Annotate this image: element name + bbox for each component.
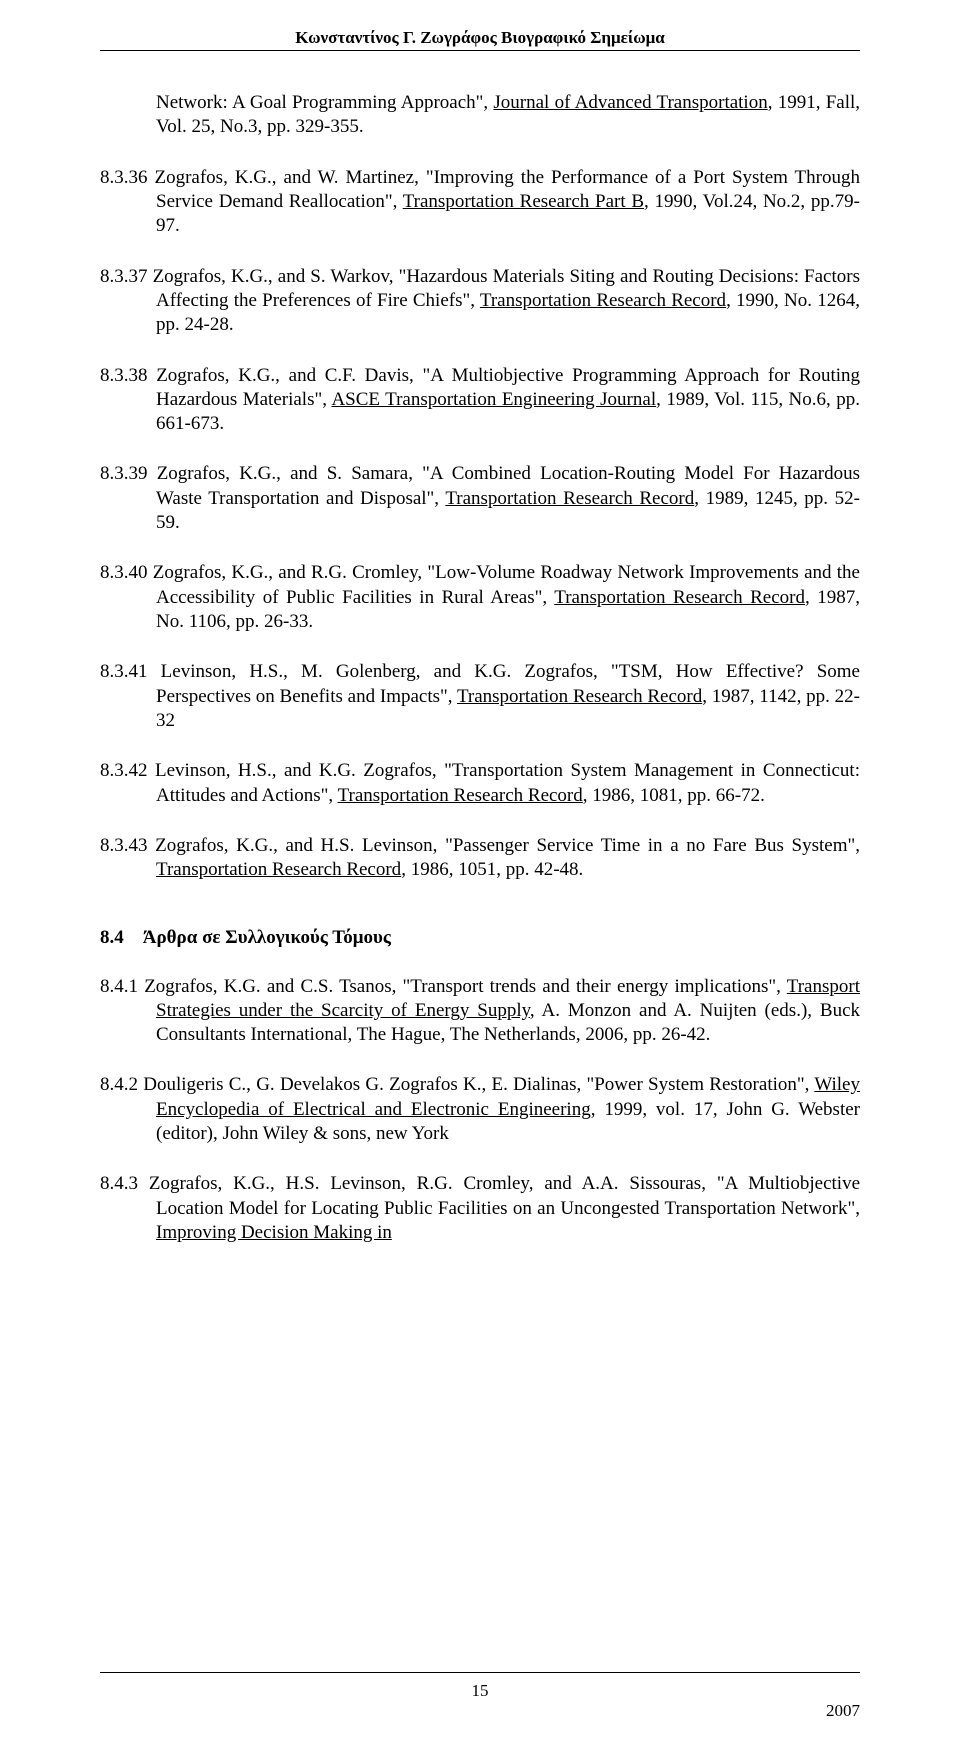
entry-text: Zografos, K.G., H.S. Levinson, R.G. Crom…	[138, 1173, 860, 1218]
section-num: 8.4	[100, 927, 124, 948]
entry-num: 8.4.3	[100, 1173, 138, 1194]
entry-journal: Transportation Research Record	[338, 785, 583, 806]
entry-journal: Transportation Research Record	[480, 290, 726, 311]
bib-entry: 8.4.2 Douligeris C., G. Develakos G. Zog…	[100, 1073, 860, 1146]
entry-journal: Transportation Research Record	[445, 488, 694, 509]
section-title: Άρθρα σε Συλλογικούς Τόμους	[143, 927, 391, 948]
entry-num: 8.4.2	[100, 1074, 138, 1095]
entry-journal: ASCE Transportation Engineering Journal	[331, 389, 656, 410]
entry-num: 8.4.1	[100, 976, 138, 997]
entry-text: , 1986, 1051, pp. 42-48.	[401, 859, 583, 880]
entry-num: 8.3.42	[100, 760, 148, 781]
bib-entry: 8.4.3 Zografos, K.G., H.S. Levinson, R.G…	[100, 1172, 860, 1245]
page-header: Κωνσταντίνος Γ. Ζωγράφος Βιογραφικό Σημε…	[100, 28, 860, 51]
entry-journal: Journal of Advanced Transportation	[493, 92, 767, 113]
entry-journal: Transportation Research Record	[457, 686, 702, 707]
footer-year: 2007	[826, 1701, 860, 1721]
entry-journal: Transportation Research Record	[156, 859, 401, 880]
entry-num: 8.3.40	[100, 562, 148, 583]
entry-journal: Improving Decision Making in	[156, 1222, 392, 1243]
entry-text: Network: A Goal Programming Approach",	[156, 92, 493, 113]
entry-journal: Transportation Research Record	[554, 587, 805, 608]
entry-text: Douligeris C., G. Develakos G. Zografos …	[138, 1074, 814, 1095]
entry-text: Zografos, K.G., and H.S. Levinson, "Pass…	[148, 835, 861, 856]
bib-entry: 8.3.38 Zografos, K.G., and C.F. Davis, "…	[100, 364, 860, 437]
bib-entry: 8.4.1 Zografos, K.G. and C.S. Tsanos, "T…	[100, 975, 860, 1048]
bib-entry: 8.3.37 Zografos, K.G., and S. Warkov, "H…	[100, 265, 860, 338]
bib-entry: 8.3.36 Zografos, K.G., and W. Martinez, …	[100, 166, 860, 239]
entry-text: Zografos, K.G. and C.S. Tsanos, "Transpo…	[138, 976, 787, 997]
bib-entry: 8.3.42 Levinson, H.S., and K.G. Zografos…	[100, 759, 860, 808]
entry-num: 8.3.39	[100, 463, 148, 484]
entry-num: 8.3.38	[100, 365, 148, 386]
section-heading: 8.4 Άρθρα σε Συλλογικούς Τόμους	[100, 927, 860, 949]
entry-text: , 1986, 1081, pp. 66-72.	[583, 785, 765, 806]
page-footer: 15 2007	[100, 1672, 860, 1721]
bib-entry: 8.3.41 Levinson, H.S., M. Golenberg, and…	[100, 660, 860, 733]
entry-journal: Transportation Research Part B	[403, 191, 644, 212]
entry-num: 8.3.36	[100, 167, 148, 188]
entry-num: 8.3.41	[100, 661, 148, 682]
document-page: Κωνσταντίνος Γ. Ζωγράφος Βιογραφικό Σημε…	[0, 0, 960, 1745]
bib-entry: 8.3.40 Zografos, K.G., and R.G. Cromley,…	[100, 561, 860, 634]
bib-entry: 8.3.39 Zografos, K.G., and S. Samara, "A…	[100, 462, 860, 535]
entry-num: 8.3.43	[100, 835, 148, 856]
entry-num: 8.3.37	[100, 266, 148, 287]
header-title: Κωνσταντίνος Γ. Ζωγράφος Βιογραφικό Σημε…	[295, 28, 665, 47]
bib-entry: 8.3.43 Zografos, K.G., and H.S. Levinson…	[100, 834, 860, 883]
bib-entry: Network: A Goal Programming Approach", J…	[100, 91, 860, 140]
page-number: 15	[100, 1681, 860, 1701]
